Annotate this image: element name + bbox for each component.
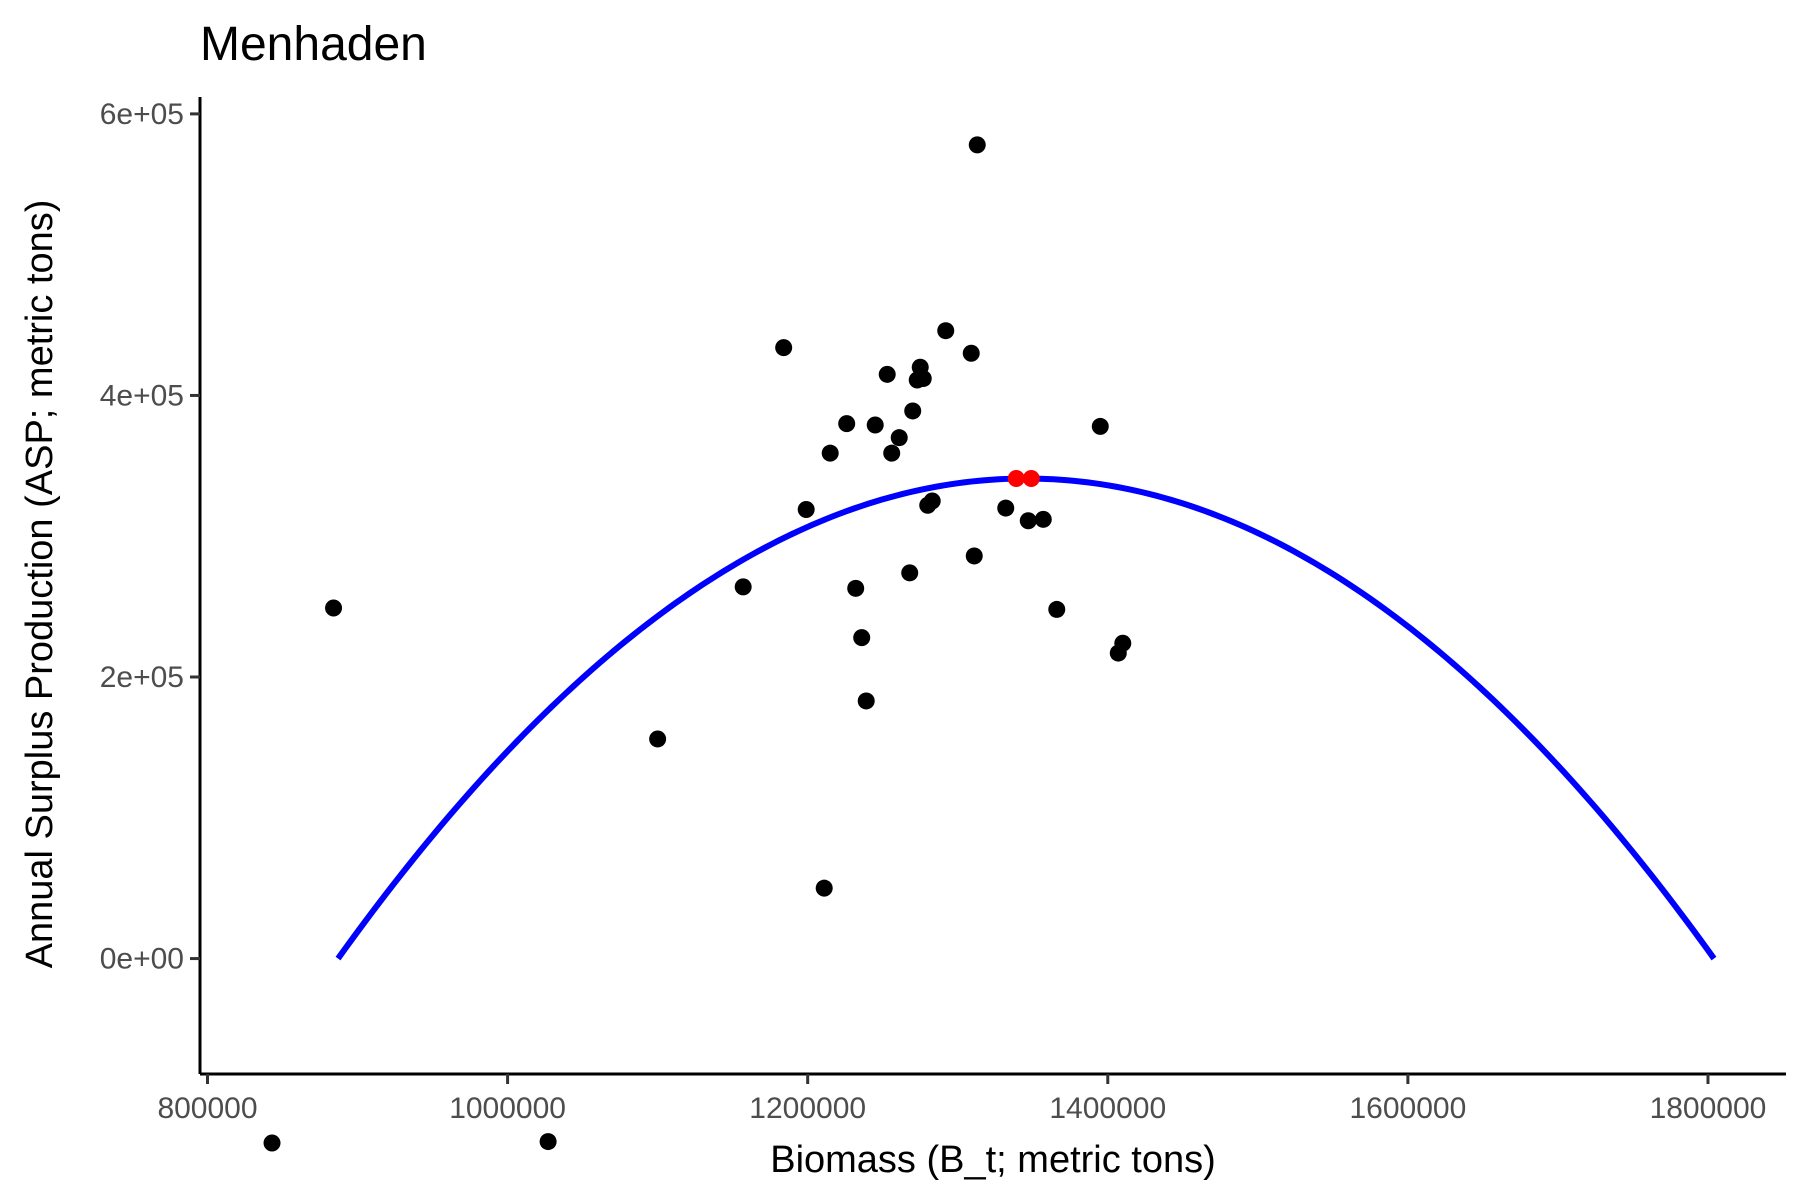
data-point (263, 1134, 281, 1152)
x-axis-ticks: 800000 1000000 1200000 1400000 1600000 180000… (157, 1074, 1766, 1125)
x-axis-title: Biomass (B_t; metric tons) (770, 1139, 1216, 1181)
data-point (901, 564, 919, 582)
fitted-curve (335, 475, 1717, 961)
data-point (965, 547, 983, 565)
data-point (775, 339, 793, 357)
x-tick-label: 1800000 (1650, 1092, 1767, 1125)
data-point (883, 444, 901, 462)
data-point (997, 499, 1015, 517)
x-tick-label: 1400000 (1049, 1092, 1166, 1125)
x-tick-label: 1000000 (449, 1092, 566, 1125)
highlight-point (1022, 470, 1040, 488)
data-point (847, 579, 865, 597)
data-point (968, 136, 986, 154)
data-point (1114, 634, 1132, 652)
y-axis-ticks: 0e+00 2e+05 4e+05 6e+05 (100, 98, 200, 976)
data-point (857, 692, 875, 710)
y-tick-label: 6e+05 (100, 98, 184, 131)
y-tick-label: 0e+00 (100, 943, 184, 976)
data-point (904, 402, 922, 420)
data-point (914, 370, 932, 388)
x-tick-label: 800000 (157, 1092, 257, 1125)
data-point (815, 879, 833, 897)
data-point (890, 429, 908, 447)
y-tick-label: 2e+05 (100, 661, 184, 694)
data-point (866, 416, 884, 434)
data-point (821, 444, 839, 462)
highlight-point (1007, 470, 1025, 488)
data-point (937, 322, 955, 340)
data-point (838, 415, 856, 433)
data-point (962, 344, 980, 362)
x-tick-label: 1200000 (749, 1092, 866, 1125)
y-tick-label: 4e+05 (100, 379, 184, 412)
data-point (853, 629, 871, 647)
data-point (325, 599, 343, 617)
y-axis-title: Annual Surplus Production (ASP; metric t… (19, 200, 61, 969)
plot-area (263, 136, 1717, 1152)
data-point (734, 578, 752, 596)
data-point (923, 492, 941, 510)
data-point (1019, 512, 1037, 530)
chart-title: Menhaden (200, 18, 427, 71)
data-point (797, 500, 815, 518)
data-point (1048, 600, 1066, 618)
data-point (649, 730, 667, 748)
data-point (878, 365, 896, 383)
data-point (539, 1133, 557, 1151)
data-point (1034, 510, 1052, 528)
data-point (1091, 417, 1109, 435)
x-tick-label: 1600000 (1349, 1092, 1466, 1125)
